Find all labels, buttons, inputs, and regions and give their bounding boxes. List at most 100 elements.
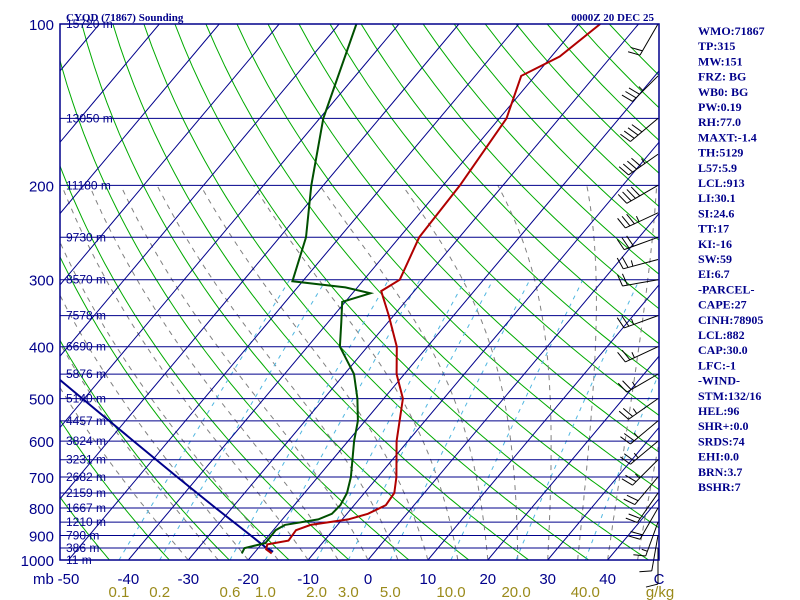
wind-barb	[617, 346, 659, 363]
temperature-tick-label: -30	[177, 571, 199, 588]
index-line: FRZ: BG	[698, 70, 746, 84]
isobar-height-label: 3824 m	[66, 434, 106, 448]
mixing-ratio-line	[584, 372, 659, 560]
wind-barb-shaft	[630, 118, 659, 142]
pressure-tick-label: 700	[29, 470, 54, 487]
index-line: WMO:71867	[698, 24, 765, 38]
pressure-tick-label: 400	[29, 340, 54, 357]
index-line: BRN:3.7	[698, 465, 742, 479]
mixing-ratio-line	[229, 279, 390, 560]
wind-barb-feather	[631, 157, 642, 167]
wind-barb-feather	[625, 474, 637, 483]
temperature-tick-label: -10	[297, 571, 319, 588]
wind-barb	[617, 184, 659, 204]
wind-barb-feather	[626, 213, 635, 225]
wind-barb-shaft	[626, 184, 659, 204]
wind-barb-feather	[630, 46, 643, 52]
wind-barb-feather	[631, 124, 643, 133]
isotherm	[367, 212, 659, 560]
wind-barb-shaft	[639, 23, 659, 56]
wind-barb-feather	[621, 349, 631, 361]
temperature-unit-label: C	[654, 571, 665, 588]
index-line: -PARCEL-	[698, 282, 754, 296]
index-line: L57:5.9	[698, 161, 737, 175]
temperature-tick-label: -40	[118, 571, 140, 588]
wind-barb-feather	[621, 94, 633, 102]
isotherm	[68, 24, 520, 560]
isotherm	[60, 24, 340, 357]
wind-barb-shaft	[630, 420, 659, 445]
wind-barb	[616, 315, 659, 329]
isotherm	[60, 24, 400, 429]
moist-adiabat	[607, 185, 658, 560]
wind-barb-half-feather	[631, 318, 635, 325]
mixing-ratio-line	[347, 279, 494, 560]
index-line: CAP:30.0	[698, 343, 748, 357]
wind-barb-shaft	[636, 492, 659, 523]
wind-barb-feather	[617, 218, 626, 229]
mixing-ratio-line	[389, 279, 531, 560]
wind-barb-half-feather	[633, 432, 639, 438]
pressure-tick-label: 800	[29, 501, 54, 518]
index-line: SI:24.6	[698, 206, 734, 220]
wind-barb-feather	[628, 87, 640, 95]
wind-barb-feather	[617, 382, 628, 393]
index-line: LCL:913	[698, 176, 745, 190]
mixing-ratio-label: 3.0	[338, 584, 359, 600]
wind-barb-feather	[623, 453, 635, 462]
wind-barb	[627, 507, 659, 540]
wind-barb-feather	[626, 235, 634, 247]
pressure-tick-label: 500	[29, 392, 54, 409]
wind-barb	[618, 153, 659, 176]
temperature-tick-label: 40	[599, 571, 616, 588]
wind-barb-feather	[630, 531, 643, 536]
isobar-height-label: 9730 m	[66, 230, 106, 244]
mixing-ratio-label: 0.6	[220, 584, 241, 600]
wind-barb-shaft	[651, 535, 659, 572]
temperature-tick-label: 10	[420, 571, 437, 588]
wind-barb-feather	[621, 215, 631, 227]
wind-barb	[623, 476, 659, 505]
dewpoint-line	[240, 24, 375, 554]
wind-barb-feather	[625, 91, 637, 99]
mixing-ratio-label: 0.2	[149, 584, 170, 600]
temperature-line	[265, 24, 601, 555]
wind-barb	[617, 212, 659, 229]
wind-barb-shaft	[622, 279, 659, 287]
wind-barb-feather	[625, 517, 638, 523]
index-line: EI:6.7	[698, 267, 730, 281]
wind-barb-feather	[620, 133, 631, 142]
wind-barb	[616, 235, 659, 251]
index-line: TT:17	[698, 222, 729, 236]
isobar-height-label: 8570 m	[66, 273, 106, 287]
wind-barb-shaft	[632, 75, 659, 102]
wind-barb-feather	[621, 273, 628, 286]
index-line: LI:30.1	[698, 191, 736, 205]
wind-barb-shaft	[624, 236, 659, 251]
dry-adiabat	[577, 24, 659, 109]
index-line: MAXT:-1.4	[698, 130, 757, 144]
wind-barb	[621, 459, 659, 486]
pressure-tick-label: 600	[29, 434, 54, 451]
isobar-height-label: 386 m	[66, 541, 99, 555]
index-line: LCL:882	[698, 328, 745, 342]
index-line: LFC:-1	[698, 358, 736, 372]
index-line: CAPE:27	[698, 298, 747, 312]
wind-barb	[616, 256, 659, 270]
moist-adiabat	[637, 440, 659, 560]
wind-barb-feather	[616, 317, 625, 329]
wind-barb-feather	[621, 256, 629, 268]
background-grid	[60, 24, 659, 560]
mixing-ratio-label: 10.0	[436, 584, 465, 600]
dry-adiabat	[546, 24, 659, 141]
isobar-height-label: 1667 m	[66, 501, 106, 515]
wind-barb-feather	[623, 498, 636, 505]
wind-barb-half-feather	[631, 352, 635, 358]
temperature-tick-label: 0	[364, 571, 372, 588]
wind-barb-feather	[617, 351, 626, 363]
wind-barb-feather	[621, 478, 633, 486]
wind-barb	[617, 373, 659, 393]
isobar-height-label: 6690 m	[66, 340, 106, 354]
wind-barb-half-feather	[632, 408, 638, 414]
